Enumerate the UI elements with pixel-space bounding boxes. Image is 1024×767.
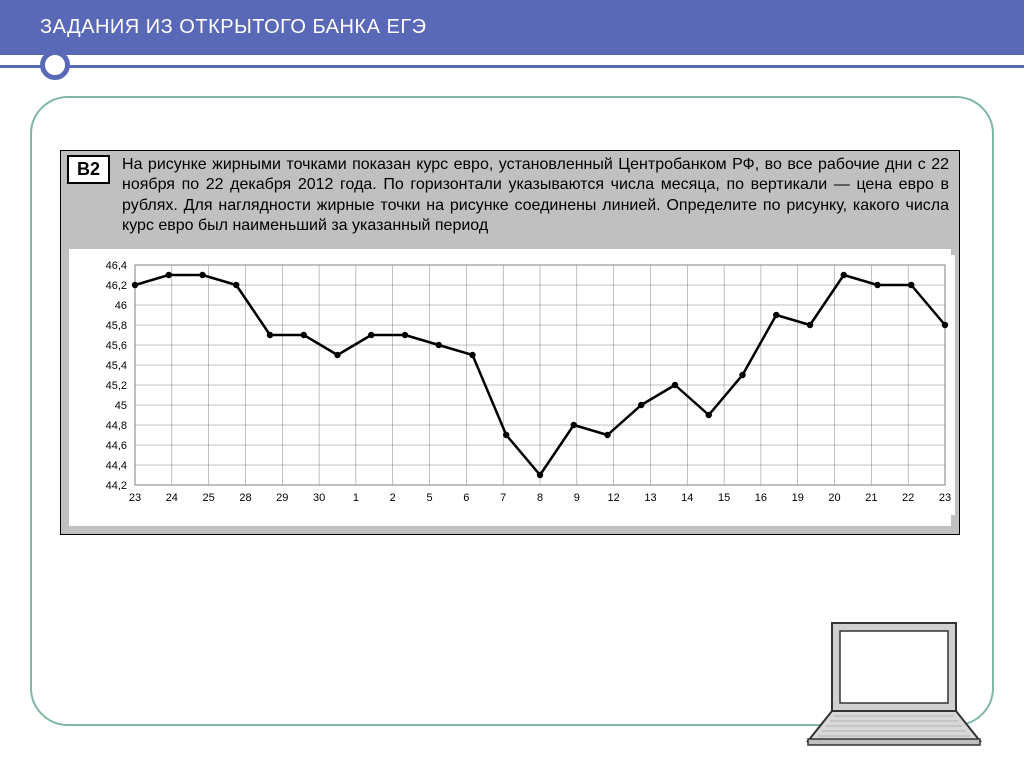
svg-text:30: 30 [313,492,325,504]
svg-text:2: 2 [390,492,396,504]
svg-text:1: 1 [353,492,359,504]
slide-header: ЗАДАНИЯ ИЗ ОТКРЫТОГО БАНКА ЕГЭ [0,0,1024,55]
svg-text:24: 24 [166,492,178,504]
svg-text:29: 29 [276,492,288,504]
svg-text:12: 12 [608,492,620,504]
svg-text:16: 16 [755,492,767,504]
svg-text:9: 9 [574,492,580,504]
svg-text:23: 23 [129,492,141,504]
task-box: В2 На рисунке жирными точками показан ку… [60,150,960,535]
svg-text:14: 14 [681,492,693,504]
divider [0,55,1024,83]
euro-rate-chart: 44,2 44,4 44,6 44,8 45 45,2 45,4 45,6 45,8 46 46,2… [75,255,955,515]
svg-text:19: 19 [792,492,804,504]
svg-text:7: 7 [500,492,506,504]
task-badge: В2 [67,155,110,184]
svg-text:22: 22 [902,492,914,504]
task-text: На рисунке жирными точками показан курс … [122,155,953,237]
svg-text:45,8: 45,8 [106,320,127,332]
svg-text:15: 15 [718,492,730,504]
svg-text:21: 21 [865,492,877,504]
divider-circle [40,50,70,80]
chart-container: 44,2 44,4 44,6 44,8 45 45,2 45,4 45,6 45,8 46 46,2… [69,249,951,526]
svg-text:6: 6 [463,492,469,504]
divider-line [0,65,1024,68]
svg-text:5: 5 [426,492,432,504]
svg-text:46: 46 [115,300,127,312]
svg-text:44,8: 44,8 [106,420,127,432]
svg-text:28: 28 [239,492,251,504]
svg-text:25: 25 [203,492,215,504]
svg-text:46,4: 46,4 [106,260,127,272]
svg-text:44,2: 44,2 [106,480,127,492]
svg-text:13: 13 [644,492,656,504]
svg-text:23: 23 [939,492,951,504]
svg-text:45,6: 45,6 [106,340,127,352]
svg-text:8: 8 [537,492,543,504]
laptop-icon [804,619,984,749]
svg-text:45,2: 45,2 [106,380,127,392]
svg-text:45,4: 45,4 [106,360,127,372]
slide-title: ЗАДАНИЯ ИЗ ОТКРЫТОГО БАНКА ЕГЭ [40,16,427,38]
svg-text:46,2: 46,2 [106,280,127,292]
svg-text:20: 20 [828,492,840,504]
svg-text:44,4: 44,4 [106,460,127,472]
svg-text:45: 45 [115,400,127,412]
svg-text:44,6: 44,6 [106,440,127,452]
task-header: В2 На рисунке жирными точками показан ку… [67,155,953,237]
